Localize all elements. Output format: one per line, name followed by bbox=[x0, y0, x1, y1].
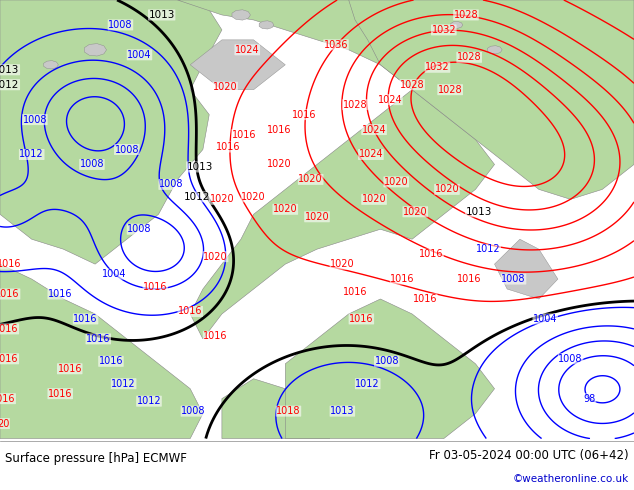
Text: 1008: 1008 bbox=[159, 179, 183, 190]
Text: Surface pressure [hPa] ECMWF: Surface pressure [hPa] ECMWF bbox=[5, 452, 187, 465]
Text: 1032: 1032 bbox=[432, 25, 456, 35]
Text: 1016: 1016 bbox=[178, 306, 202, 317]
Text: 1008: 1008 bbox=[181, 406, 205, 416]
Text: 1008: 1008 bbox=[501, 274, 526, 284]
Text: 1012: 1012 bbox=[0, 80, 20, 90]
Text: 1020: 1020 bbox=[242, 192, 266, 202]
Text: 1013: 1013 bbox=[186, 162, 213, 172]
Text: 1028: 1028 bbox=[438, 85, 462, 95]
Text: 1016: 1016 bbox=[0, 324, 18, 334]
Text: ©weatheronline.co.uk: ©weatheronline.co.uk bbox=[513, 474, 629, 484]
Text: 1016: 1016 bbox=[0, 393, 15, 404]
Text: 1013: 1013 bbox=[0, 65, 20, 75]
Text: 1016: 1016 bbox=[143, 282, 167, 292]
Polygon shape bbox=[259, 21, 274, 29]
Text: 1016: 1016 bbox=[419, 249, 443, 259]
Text: 1004: 1004 bbox=[127, 50, 152, 60]
Text: 1020: 1020 bbox=[204, 252, 228, 262]
Text: 1028: 1028 bbox=[343, 99, 367, 110]
Text: 1020: 1020 bbox=[362, 195, 386, 204]
Text: 1036: 1036 bbox=[324, 40, 348, 50]
Text: 1032: 1032 bbox=[425, 62, 450, 73]
Text: 1020: 1020 bbox=[273, 204, 297, 214]
Text: 1012: 1012 bbox=[356, 379, 380, 389]
Text: 1004: 1004 bbox=[533, 314, 557, 324]
Text: 1020: 1020 bbox=[210, 195, 234, 204]
Polygon shape bbox=[488, 46, 502, 54]
Text: 1016: 1016 bbox=[204, 331, 228, 342]
Text: 1016: 1016 bbox=[86, 334, 110, 344]
Text: 1008: 1008 bbox=[108, 20, 133, 30]
Text: 1013: 1013 bbox=[465, 207, 492, 217]
Text: 1020: 1020 bbox=[330, 259, 354, 269]
Text: 1016: 1016 bbox=[48, 389, 72, 399]
Text: 1028: 1028 bbox=[457, 52, 481, 62]
Text: 1008: 1008 bbox=[115, 145, 139, 154]
Polygon shape bbox=[285, 299, 495, 439]
Text: 1024: 1024 bbox=[359, 149, 383, 159]
Polygon shape bbox=[178, 0, 495, 339]
Polygon shape bbox=[451, 22, 463, 28]
Text: 1024: 1024 bbox=[235, 45, 259, 55]
Polygon shape bbox=[495, 239, 558, 299]
Text: 1016: 1016 bbox=[391, 274, 415, 284]
Polygon shape bbox=[0, 0, 222, 264]
Text: 20: 20 bbox=[0, 418, 10, 429]
Text: 1020: 1020 bbox=[305, 212, 329, 222]
Text: 1016: 1016 bbox=[216, 142, 240, 152]
Text: 1020: 1020 bbox=[299, 174, 323, 184]
Text: 1020: 1020 bbox=[403, 207, 427, 217]
Polygon shape bbox=[190, 40, 285, 90]
Text: 1012: 1012 bbox=[137, 396, 161, 406]
Text: 1024: 1024 bbox=[362, 124, 386, 135]
Text: 1012: 1012 bbox=[20, 149, 44, 159]
Text: 1012: 1012 bbox=[476, 244, 500, 254]
Text: 1016: 1016 bbox=[74, 314, 98, 324]
Text: 1008: 1008 bbox=[559, 354, 583, 364]
Text: 1012: 1012 bbox=[183, 192, 210, 202]
Text: 1004: 1004 bbox=[102, 269, 126, 279]
Text: 1016: 1016 bbox=[292, 110, 316, 120]
Text: 1016: 1016 bbox=[99, 356, 123, 367]
Text: 1016: 1016 bbox=[58, 364, 82, 374]
Polygon shape bbox=[222, 379, 330, 439]
Text: 1016: 1016 bbox=[413, 294, 437, 304]
Polygon shape bbox=[84, 44, 107, 56]
Text: 1016: 1016 bbox=[267, 124, 291, 135]
Text: 1016: 1016 bbox=[48, 289, 72, 299]
Text: 1024: 1024 bbox=[378, 95, 402, 105]
Text: 1008: 1008 bbox=[375, 356, 399, 367]
Text: 1016: 1016 bbox=[0, 354, 18, 364]
Text: 98: 98 bbox=[583, 393, 596, 404]
Text: Fr 03-05-2024 00:00 UTC (06+42): Fr 03-05-2024 00:00 UTC (06+42) bbox=[429, 448, 629, 462]
Text: 1016: 1016 bbox=[457, 274, 481, 284]
Text: 1012: 1012 bbox=[112, 379, 136, 389]
Text: 1016: 1016 bbox=[0, 259, 22, 269]
Text: 1008: 1008 bbox=[80, 159, 104, 170]
Text: 1018: 1018 bbox=[276, 406, 301, 416]
Polygon shape bbox=[349, 0, 634, 199]
Text: 1020: 1020 bbox=[267, 159, 291, 170]
Text: 1008: 1008 bbox=[127, 224, 152, 234]
Text: 1016: 1016 bbox=[0, 289, 20, 299]
Text: 1016: 1016 bbox=[232, 129, 256, 140]
Text: 1013: 1013 bbox=[330, 406, 354, 416]
Text: 1008: 1008 bbox=[23, 115, 47, 124]
Polygon shape bbox=[232, 10, 250, 20]
Text: 1020: 1020 bbox=[213, 82, 237, 92]
Text: 1016: 1016 bbox=[343, 287, 367, 296]
Text: 1020: 1020 bbox=[435, 184, 459, 195]
Polygon shape bbox=[44, 61, 58, 69]
Text: 1028: 1028 bbox=[400, 80, 424, 90]
Text: 1028: 1028 bbox=[454, 10, 478, 20]
Text: 1020: 1020 bbox=[384, 177, 408, 187]
Polygon shape bbox=[0, 264, 203, 439]
Text: 1013: 1013 bbox=[148, 10, 175, 20]
Text: 1016: 1016 bbox=[349, 314, 373, 324]
